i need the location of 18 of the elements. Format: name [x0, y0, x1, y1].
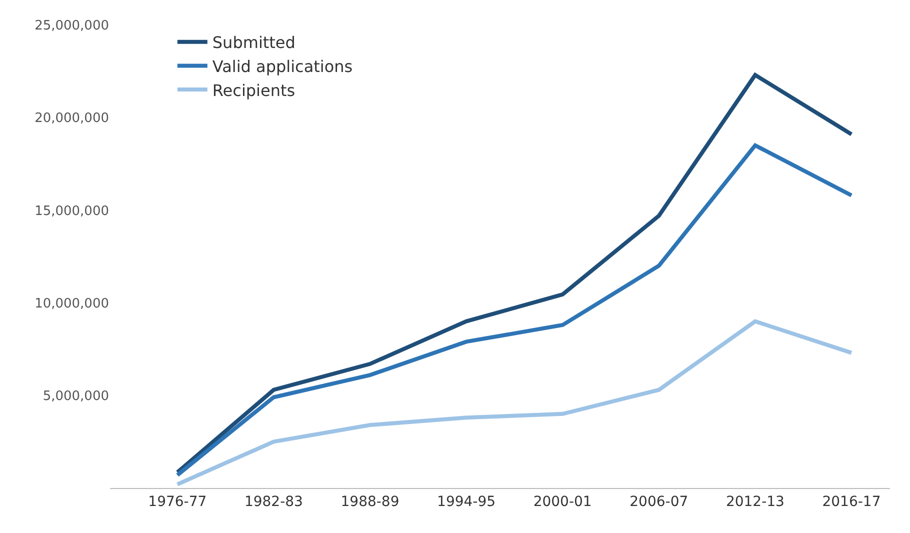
x-tick-label: 1976-77	[148, 494, 207, 510]
y-tick-label: 25,000,000	[34, 18, 109, 34]
x-tick-label: 1988-89	[340, 494, 400, 510]
x-tick-label: 1994-95	[437, 494, 496, 510]
x-tick-label: 2012-13	[726, 494, 784, 510]
y-tick-label: 10,000,000	[34, 296, 109, 312]
y-tick-label: 20,000,000	[34, 111, 109, 126]
legend-label: Valid applications	[212, 56, 353, 76]
x-tick-label: 2006-07	[630, 494, 688, 510]
x-tick-label: 2016-17	[822, 494, 881, 510]
x-tick-label: 2000-01	[533, 494, 592, 510]
y-tick-label: 5,000,000	[42, 388, 109, 404]
line-series	[175, 143, 854, 478]
y-tick-label: 15,000,000	[34, 204, 109, 219]
x-tick-label: 1982-83	[244, 494, 303, 510]
legend-label: Submitted	[212, 33, 296, 52]
legend-label: Recipients	[212, 80, 296, 100]
line-series	[175, 319, 854, 486]
